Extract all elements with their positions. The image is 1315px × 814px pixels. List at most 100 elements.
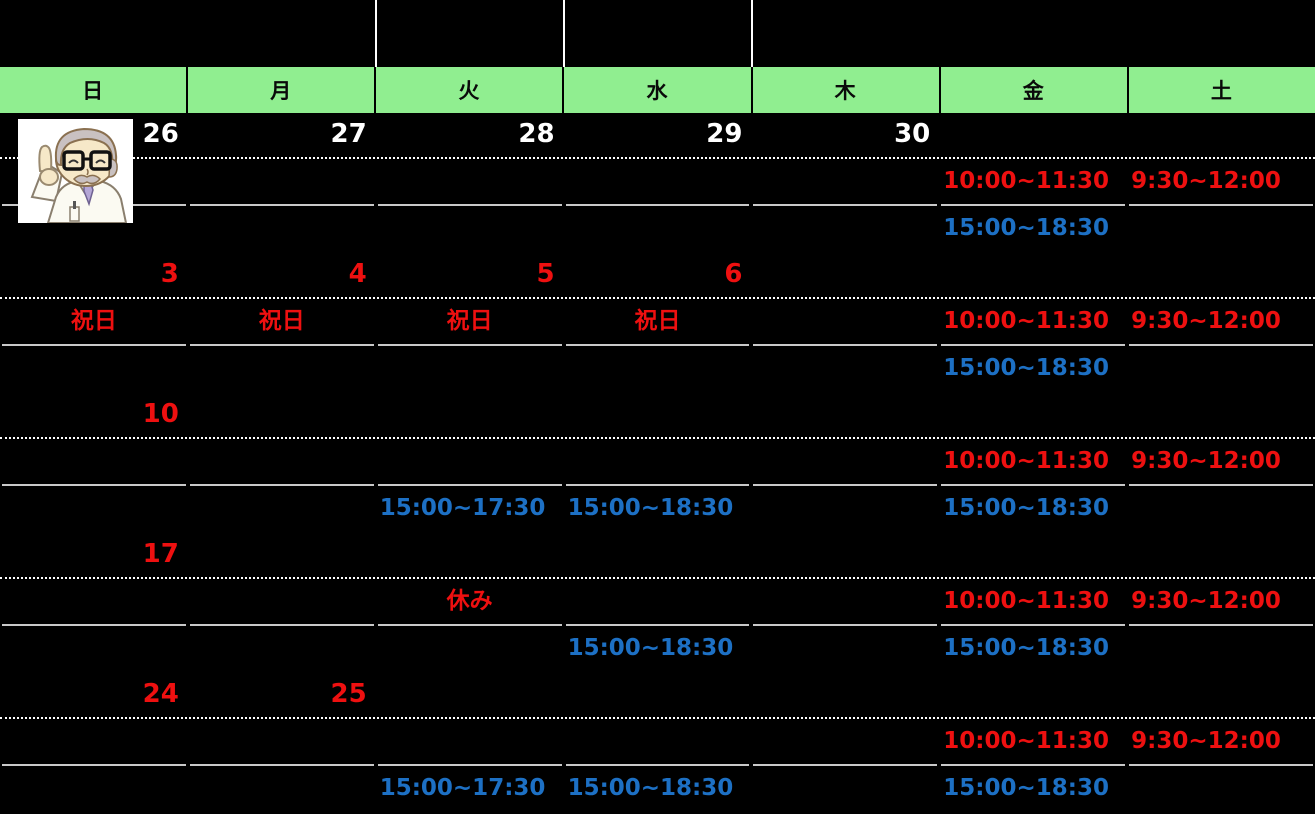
date-cell-sat [1127,253,1315,297]
morning-slot-cell-tue [376,439,564,484]
afternoon-slot-cell-tue [376,206,564,251]
date-cell-thu [751,393,939,437]
date-cell-mon [188,533,376,577]
date-cell-wed: 29 [706,119,743,149]
date-cell-sat [1127,673,1315,717]
solid-separator [0,764,1315,766]
morning-slot-cell-sun: 祝日 [70,308,117,334]
morning-slot-cell-sun [0,719,188,764]
morning-slot-cell-sun [0,439,188,484]
solid-separator [0,484,1315,486]
date-cell-fri [939,533,1127,577]
morning-slot-cell-tue: 祝日 [446,308,493,334]
date-row: 3 4 5 6 [0,253,1315,299]
morning-slot-cell-mon [188,159,376,204]
morning-slot-cell-thu [751,299,939,344]
afternoon-slot-cell-fri: 15:00~18:30 [943,215,1109,241]
morning-slot-cell-wed [564,439,752,484]
morning-slot-row: 休み 10:00~11:30 9:30~12:00 [0,579,1315,624]
date-cell-thu [751,533,939,577]
morning-slot-cell-sun [0,579,188,624]
afternoon-slot-row: 15:00~17:30 15:00~18:30 15:00~18:30 [0,766,1315,811]
doctor-illustration [18,119,133,224]
header-day-tue: 火 [376,67,563,113]
afternoon-slot-cell-thu [751,626,939,671]
afternoon-slot-cell-wed [564,206,752,251]
date-cell-fri [939,673,1127,717]
morning-slot-cell-sat: 9:30~12:00 [1131,588,1281,614]
afternoon-slot-cell-mon [188,346,376,391]
date-row: 10 [0,393,1315,439]
morning-slot-cell-fri: 10:00~11:30 [943,728,1109,754]
afternoon-slot-cell-sat [1127,346,1315,391]
date-cell-thu: 30 [894,119,931,149]
date-cell-thu [751,253,939,297]
date-cell-fri [939,253,1127,297]
morning-slot-row: 10:00~11:30 9:30~12:00 [0,719,1315,764]
afternoon-slot-cell-sat [1127,766,1315,811]
afternoon-slot-cell-sat [1127,626,1315,671]
header-day-thu: 木 [752,67,939,113]
header-day-sat: 土 [1128,67,1315,113]
date-cell-fri [939,393,1127,437]
date-cell-mon [188,393,376,437]
afternoon-slot-cell-thu [751,486,939,531]
morning-slot-cell-mon [188,719,376,764]
morning-slot-cell-thu [751,719,939,764]
morning-slot-row: 祝日 祝日 祝日 祝日 10:00~11:30 9:30~12:00 [0,299,1315,344]
date-row: 26 27 28 29 30 [0,113,1315,159]
date-cell-sat [1127,393,1315,437]
date-cell-wed: 6 [724,259,743,289]
afternoon-slot-cell-fri: 15:00~18:30 [943,495,1109,521]
afternoon-slot-cell-thu [751,766,939,811]
morning-slot-cell-wed [564,719,752,764]
date-cell-wed [564,393,752,437]
date-cell-tue: 5 [536,259,555,289]
header-day-mon: 月 [188,67,375,113]
morning-slot-cell-sat: 9:30~12:00 [1131,448,1281,474]
morning-slot-cell-wed: 祝日 [634,308,681,334]
date-cell-thu [751,673,939,717]
morning-slot-cell-mon [188,579,376,624]
week-row-4: 17 休み 10:00~11:30 9:30~12:00 15:00~18:30 15:0… [0,533,1315,673]
grid-line-vertical [563,0,565,67]
morning-slot-cell-fri: 10:00~11:30 [943,448,1109,474]
afternoon-slot-cell-wed: 15:00~18:30 [567,495,734,521]
date-cell-sun: 17 [142,539,179,569]
date-cell-sun: 24 [142,679,179,709]
afternoon-slot-cell-wed: 15:00~18:30 [567,635,734,661]
date-cell-sun: 26 [142,119,179,149]
solid-separator [0,624,1315,626]
date-cell-tue [376,673,564,717]
header-day-wed: 水 [564,67,751,113]
date-cell-fri [939,113,1127,157]
calendar-body: 26 27 28 29 30 10:00~11:30 9:30~12:00 15:00~18:… [0,113,1315,813]
afternoon-slot-cell-sat [1127,206,1315,251]
morning-slot-cell-tue [376,159,564,204]
afternoon-slot-cell-tue: 15:00~17:30 [379,495,546,521]
afternoon-slot-cell-thu [751,206,939,251]
afternoon-slot-cell-sun [0,766,188,811]
date-cell-sat [1127,113,1315,157]
morning-slot-cell-tue: 休み [446,588,493,614]
morning-slot-cell-wed [564,579,752,624]
afternoon-slot-cell-mon [188,206,376,251]
morning-slot-cell-sat: 9:30~12:00 [1131,168,1281,194]
afternoon-slot-cell-tue [376,626,564,671]
date-row: 17 [0,533,1315,579]
afternoon-slot-cell-sun [0,346,188,391]
solid-separator [0,344,1315,346]
morning-slot-cell-fri: 10:00~11:30 [943,168,1109,194]
afternoon-slot-cell-sun [0,626,188,671]
afternoon-slot-row: 15:00~17:30 15:00~18:30 15:00~18:30 [0,486,1315,531]
week-row-2: 3 4 5 6 祝日 祝日 祝日 祝日 10:00~11:30 9:30~12:00 15:00~1… [0,253,1315,393]
afternoon-slot-cell-thu [751,346,939,391]
date-cell-mon: 27 [330,119,367,149]
header-day-sun: 日 [0,67,187,113]
date-row: 24 25 [0,673,1315,719]
afternoon-slot-cell-fri: 15:00~18:30 [943,635,1109,661]
morning-slot-cell-wed [564,159,752,204]
date-cell-tue [376,533,564,577]
afternoon-slot-cell-sat [1127,486,1315,531]
